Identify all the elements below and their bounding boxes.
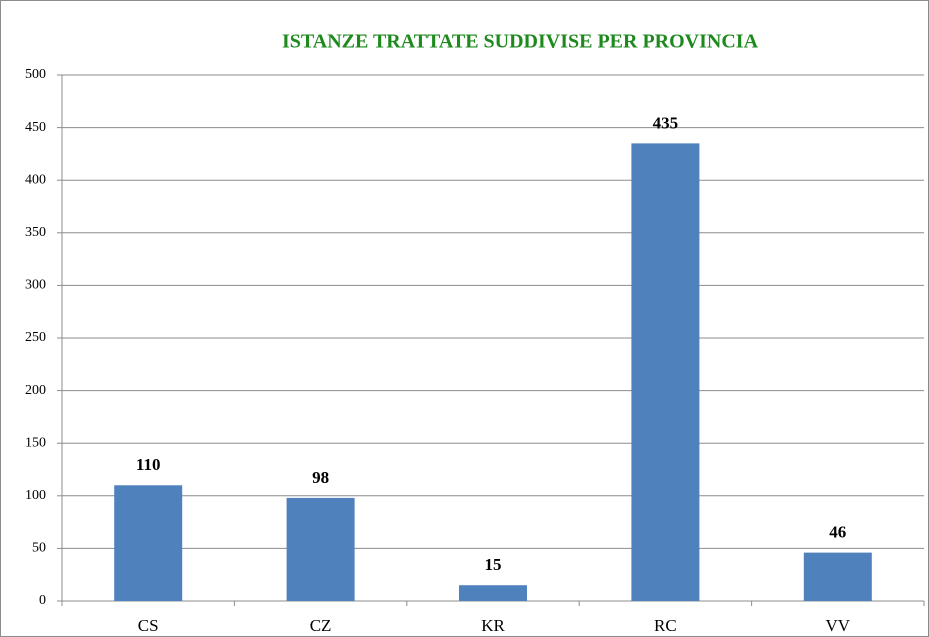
x-tick-label: CS: [138, 616, 159, 635]
bar: [631, 143, 700, 601]
chart-title: ISTANZE TRATTATE SUDDIVISE PER PROVINCIA: [282, 31, 759, 53]
data-label: 15: [485, 555, 502, 574]
bar: [114, 485, 183, 601]
data-label: 110: [136, 455, 161, 474]
y-tick-label: 300: [25, 278, 46, 293]
x-tick-label: CZ: [310, 616, 332, 635]
y-tick-label: 0: [39, 593, 46, 608]
x-tick-label: VV: [826, 616, 851, 635]
y-tick-label: 400: [25, 172, 46, 187]
bar: [803, 552, 872, 601]
bar: [286, 497, 355, 601]
y-tick-label: 450: [25, 120, 46, 135]
y-tick-label: 500: [25, 67, 46, 82]
data-label: 98: [312, 468, 329, 487]
x-tick-label: KR: [481, 616, 505, 635]
y-tick-label: 350: [25, 225, 46, 240]
y-tick-label: 250: [25, 330, 46, 345]
y-tick-label: 150: [25, 435, 46, 450]
data-label: 435: [653, 113, 679, 132]
y-tick-label: 50: [32, 541, 46, 556]
data-label: 46: [829, 523, 846, 542]
y-tick-label: 100: [25, 488, 46, 503]
y-tick-label: 200: [25, 383, 46, 398]
x-tick-label: RC: [654, 616, 677, 635]
bar: [459, 585, 527, 601]
